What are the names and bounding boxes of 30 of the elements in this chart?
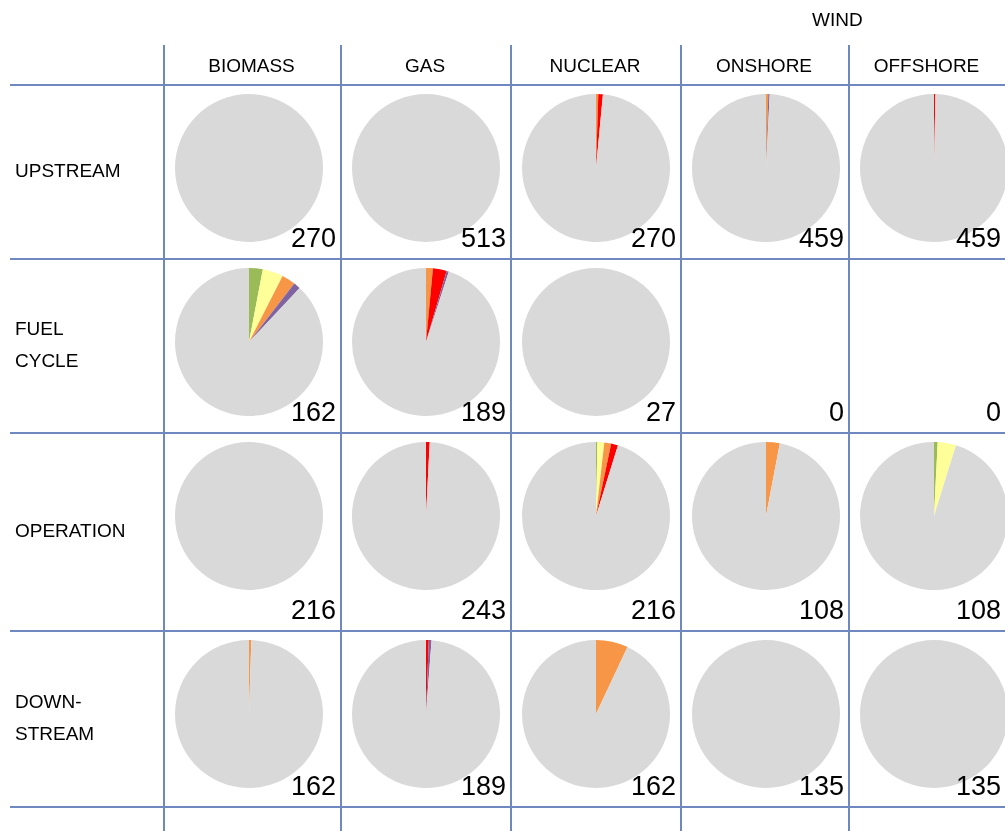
text: 513	[460, 223, 506, 254]
text: 108	[798, 595, 844, 626]
text: OFFSHORE	[872, 54, 981, 78]
text: DOWN- STREAM	[15, 690, 95, 746]
text: ONSHORE	[714, 54, 814, 78]
text: 162	[290, 771, 336, 802]
text: FUEL CYCLE	[15, 317, 79, 373]
text: 270	[630, 223, 676, 254]
text: BIOMASS	[207, 54, 296, 78]
text: 162	[290, 397, 336, 428]
text: 189	[460, 771, 506, 802]
text: 135	[798, 771, 844, 802]
text: OPERATION	[15, 519, 126, 543]
text: 270	[290, 223, 336, 254]
text: 0	[985, 397, 1001, 428]
text: WIND	[812, 8, 863, 32]
text: 243	[460, 595, 506, 626]
text: 0	[828, 397, 844, 428]
text: NUCLEAR	[548, 54, 642, 78]
text: 27	[645, 397, 676, 428]
text: 216	[290, 595, 336, 626]
text: 162	[630, 771, 676, 802]
text: 189	[460, 397, 506, 428]
text: 459	[955, 223, 1001, 254]
text: 459	[798, 223, 844, 254]
text: UPSTREAM	[15, 159, 121, 183]
text: 108	[955, 595, 1001, 626]
text: GAS	[403, 54, 447, 78]
text: 135	[955, 771, 1001, 802]
text: 216	[630, 595, 676, 626]
